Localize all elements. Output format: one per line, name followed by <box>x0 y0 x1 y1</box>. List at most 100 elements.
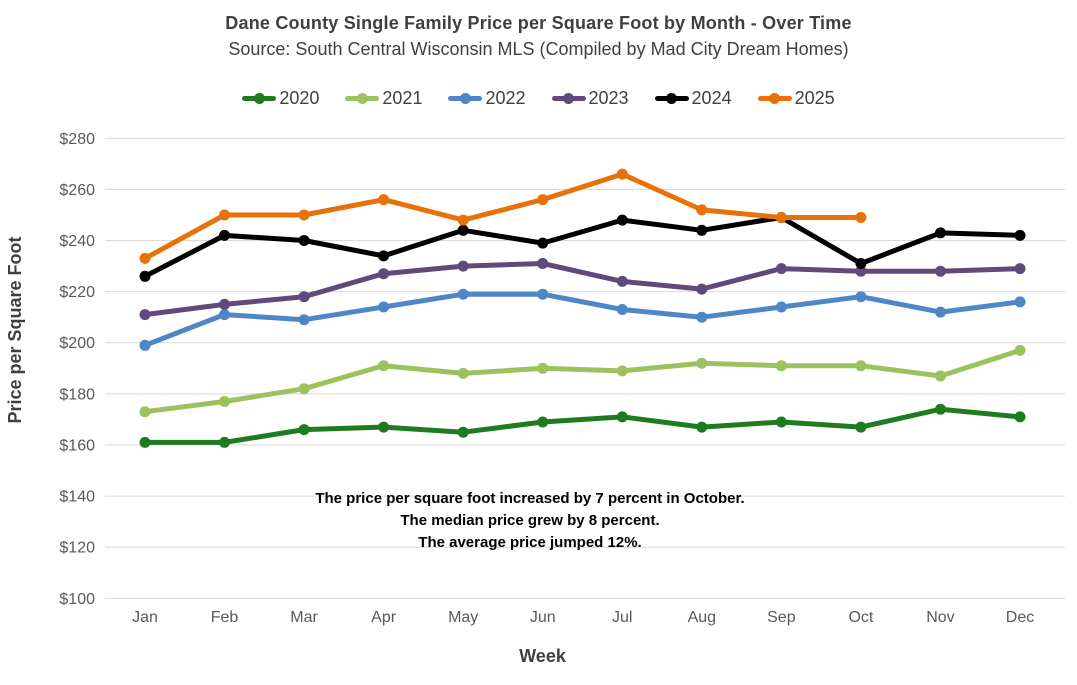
data-point <box>378 421 390 433</box>
data-point <box>696 224 708 236</box>
legend-label: 2020 <box>279 87 320 108</box>
data-point <box>378 301 390 313</box>
data-point <box>219 396 230 407</box>
x-axis-tick-label: Nov <box>926 609 954 626</box>
data-point <box>537 362 549 374</box>
data-point <box>696 311 708 323</box>
data-point <box>855 265 867 277</box>
data-point <box>378 250 390 262</box>
data-point <box>139 270 151 282</box>
data-point <box>139 252 151 264</box>
legend-marker-2023 <box>551 92 586 104</box>
series-line-2022 <box>142 291 1023 348</box>
legend-item-2020: 2020 <box>242 88 319 109</box>
data-point <box>219 309 230 321</box>
data-point <box>537 194 549 206</box>
series-line-2025 <box>142 171 864 261</box>
data-point <box>457 214 469 226</box>
legend-label: 2021 <box>382 87 423 108</box>
chart-subtitle: Source: South Central Wisconsin MLS (Com… <box>228 39 849 59</box>
data-point <box>139 309 151 321</box>
data-point <box>457 367 469 379</box>
annotation-line: The average price jumped 12%. <box>418 534 642 551</box>
y-axis-tick-label: $240 <box>59 233 95 250</box>
data-point <box>457 224 469 236</box>
y-axis-tick-label: $140 <box>59 489 95 506</box>
data-point <box>696 204 708 216</box>
x-axis-tick-label: Aug <box>688 609 716 626</box>
x-axis-tick-label: May <box>448 609 478 626</box>
legend-item-2024: 2024 <box>654 88 732 109</box>
data-point <box>775 416 787 428</box>
legend-label: 2023 <box>588 87 629 108</box>
y-axis-title: Price per Square Foot <box>5 236 25 424</box>
data-point <box>537 416 549 428</box>
y-axis-tick-label: $280 <box>59 131 95 148</box>
x-axis-tick-label: Sep <box>767 609 796 626</box>
data-point <box>775 360 787 372</box>
series-line-2023 <box>142 261 1023 318</box>
data-point <box>855 291 867 303</box>
data-point <box>298 424 310 436</box>
data-point <box>616 304 628 315</box>
legend-marker-2021 <box>345 92 380 104</box>
data-point <box>378 194 390 206</box>
data-point <box>378 360 390 372</box>
data-point <box>855 360 867 372</box>
data-point <box>935 265 946 277</box>
legend-item-2022: 2022 <box>448 87 526 109</box>
y-axis-tick-label: $200 <box>59 335 95 352</box>
data-point <box>219 209 230 221</box>
x-axis-tick-label: Apr <box>371 609 397 626</box>
x-axis-tick-label: Jun <box>530 609 556 626</box>
legend: 2020 2021 2022 2023 2024 2025 <box>0 86 1077 110</box>
data-point <box>935 403 946 415</box>
data-point <box>1014 263 1026 275</box>
data-point <box>298 314 310 326</box>
data-point <box>1014 296 1026 308</box>
legend-item-2021: 2021 <box>345 88 422 109</box>
data-point <box>139 436 151 448</box>
x-axis-tick-label: Jul <box>612 609 632 626</box>
data-point <box>616 365 628 377</box>
x-axis-tick-label: Feb <box>211 609 239 626</box>
data-point <box>298 235 310 246</box>
legend-marker-2020 <box>242 92 277 104</box>
y-axis-tick-label: $180 <box>59 386 95 403</box>
data-point <box>696 283 708 295</box>
data-point <box>378 268 390 280</box>
data-point <box>298 383 310 395</box>
data-point <box>219 436 230 448</box>
data-point <box>537 237 549 249</box>
data-point <box>1014 344 1026 356</box>
y-axis-tick-label: $220 <box>59 284 95 301</box>
data-point <box>537 288 549 300</box>
data-point <box>616 168 628 180</box>
legend-label: 2022 <box>485 87 526 108</box>
data-point <box>855 212 867 223</box>
y-axis-tick-label: $260 <box>59 182 95 199</box>
y-axis-tick-label: $100 <box>59 591 95 608</box>
legend-label: 2025 <box>794 87 835 108</box>
data-point <box>139 339 151 351</box>
data-point <box>457 426 469 438</box>
data-point <box>696 421 708 433</box>
data-point <box>139 406 151 418</box>
y-axis-tick-label: $160 <box>59 437 95 454</box>
y-axis-tick-label: $120 <box>59 540 95 557</box>
data-point <box>1014 229 1026 241</box>
series-line-2024 <box>142 215 1023 279</box>
data-point <box>696 357 708 369</box>
chart-title: Dane County Single Family Price per Squa… <box>225 13 852 33</box>
data-point <box>1014 411 1026 423</box>
legend-item-2023: 2023 <box>551 87 629 109</box>
data-point <box>616 275 628 287</box>
data-point <box>219 229 230 241</box>
data-point <box>935 227 946 239</box>
data-point <box>219 298 230 310</box>
data-point <box>457 260 469 272</box>
series-line-2020 <box>142 406 1023 445</box>
x-axis-title: Week <box>519 646 566 666</box>
